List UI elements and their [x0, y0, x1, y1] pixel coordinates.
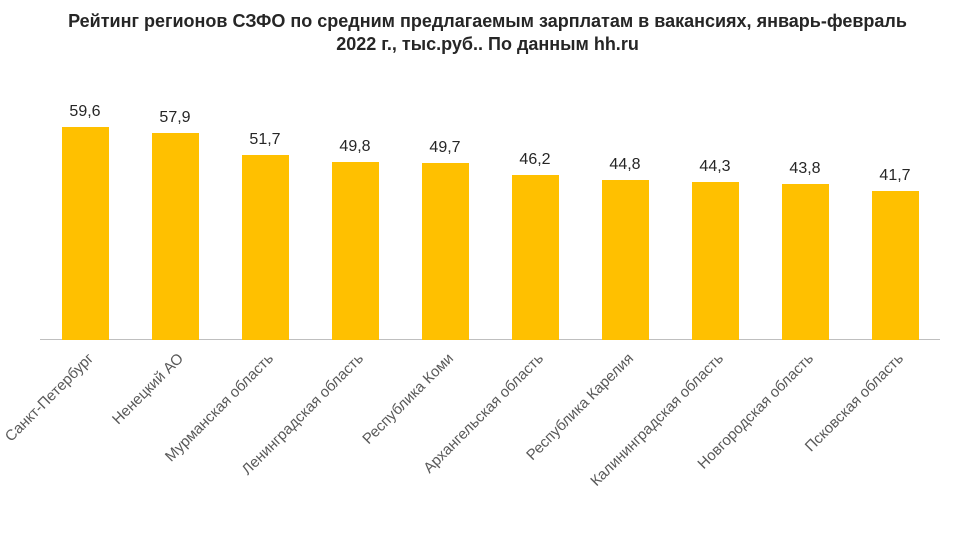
- plot-area: 59,6 57,9 51,7 49,8 49,7 46,2 44,8 44,3 43,8 41,7: [40, 90, 940, 340]
- bar-value-label: 44,8: [609, 156, 640, 174]
- bar-value-label: 44,3: [699, 158, 730, 176]
- x-label-slot: Мурманская область: [220, 340, 310, 536]
- bar: [332, 162, 379, 340]
- bar-slot: 44,3: [670, 90, 760, 340]
- bar-value-label: 41,7: [879, 167, 910, 185]
- bar-slot: 59,6: [40, 90, 130, 340]
- bar-value-label: 46,2: [519, 151, 550, 169]
- x-label-slot: Архангельская область: [490, 340, 580, 536]
- bar-slot: 41,7: [850, 90, 940, 340]
- bar-value-label: 49,8: [339, 138, 370, 156]
- bar: [692, 182, 739, 340]
- bar-value-label: 59,6: [69, 103, 100, 121]
- bars-group: 59,6 57,9 51,7 49,8 49,7 46,2 44,8 44,3 43,8 41,7: [40, 90, 940, 340]
- bar-value-label: 51,7: [249, 131, 280, 149]
- bar: [872, 191, 919, 340]
- bar-slot: 49,7: [400, 90, 490, 340]
- bar-slot: 49,8: [310, 90, 400, 340]
- bar-slot: 57,9: [130, 90, 220, 340]
- bar-value-label: 49,7: [429, 139, 460, 157]
- x-label-slot: Санкт-Петербург: [40, 340, 130, 536]
- bar-slot: 46,2: [490, 90, 580, 340]
- x-label-slot: Республика Карелия: [580, 340, 670, 536]
- x-axis-labels: Санкт-ПетербургНенецкий АОМурманская обл…: [40, 340, 940, 536]
- chart-title: Рейтинг регионов СЗФО по средним предлаг…: [58, 0, 918, 55]
- x-label-slot: Ленинградская область: [310, 340, 400, 536]
- bar: [152, 133, 199, 340]
- bar: [422, 163, 469, 341]
- bar-slot: 51,7: [220, 90, 310, 340]
- bar: [512, 175, 559, 340]
- x-label-slot: Республика Коми: [400, 340, 490, 536]
- x-label-slot: Псковская область: [850, 340, 940, 536]
- bar: [242, 155, 289, 340]
- bar: [62, 127, 109, 340]
- x-label-slot: Ненецкий АО: [130, 340, 220, 536]
- bar-value-label: 43,8: [789, 160, 820, 178]
- bar-slot: 43,8: [760, 90, 850, 340]
- x-label-slot: Калининградская область: [670, 340, 760, 536]
- bar-value-label: 57,9: [159, 109, 190, 127]
- salary-bar-chart: Рейтинг регионов СЗФО по средним предлаг…: [0, 0, 975, 536]
- bar: [782, 184, 829, 340]
- category-label: Санкт-Петербург: [2, 350, 97, 445]
- bar-slot: 44,8: [580, 90, 670, 340]
- x-label-slot: Новгородская область: [760, 340, 850, 536]
- bar: [602, 180, 649, 340]
